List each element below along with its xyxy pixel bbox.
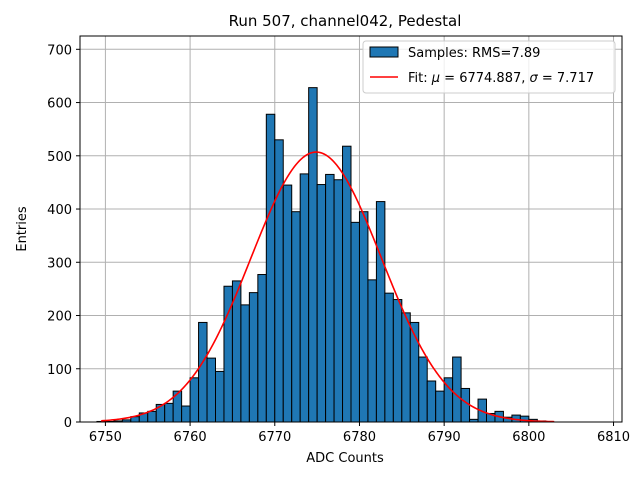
- y-axis-ticks: 0 100 200 300 400 500 600 700: [47, 43, 80, 431]
- histogram-bar: [375, 201, 386, 423]
- x-axis-ticks: 6750 6760 6770 6780 6790 6800 6810: [89, 422, 630, 445]
- histogram-bar: [409, 321, 420, 423]
- histogram-bar: [206, 357, 216, 423]
- histogram-bar: [198, 321, 208, 423]
- y-tick-label: 500: [47, 150, 72, 165]
- y-tick-label: 100: [47, 363, 72, 378]
- legend-fit-mu-symbol: μ: [431, 71, 440, 86]
- x-tick-label: 6750: [89, 430, 122, 445]
- histogram-bar: [274, 139, 284, 423]
- histogram-bar: [367, 279, 377, 423]
- histogram-bar: [189, 377, 200, 423]
- x-tick-label: 6760: [174, 430, 207, 445]
- histogram-bar: [257, 274, 267, 423]
- histogram-bar: [299, 173, 310, 423]
- histogram-bar: [342, 145, 352, 423]
- histogram-bar: [291, 211, 301, 423]
- histogram-bar: [401, 312, 411, 423]
- y-tick-label: 200: [47, 310, 72, 325]
- histogram-bar: [350, 221, 360, 423]
- x-tick-label: 6780: [343, 430, 376, 445]
- gaussian-fit-curve: [101, 151, 555, 423]
- y-axis-label: Entries: [15, 206, 30, 252]
- x-tick-label: 6810: [597, 430, 630, 445]
- legend-fit-label: Fit: μ = 6774.887, σ = 7.717: [408, 71, 594, 86]
- chart-title: Run 507, channel042, Pedestal: [229, 12, 462, 30]
- legend-histogram-swatch: [369, 46, 399, 58]
- histogram-bar: [181, 405, 191, 423]
- y-tick-label: 0: [64, 416, 72, 431]
- histogram-bar: [333, 179, 344, 423]
- histogram-bar: [248, 292, 259, 423]
- histogram-bar: [384, 292, 394, 423]
- y-tick-label: 700: [47, 43, 72, 58]
- histogram-bar: [358, 211, 369, 423]
- histogram-bar: [418, 356, 428, 423]
- x-tick-label: 6800: [512, 430, 545, 445]
- legend-histogram-label: Samples: RMS=7.89: [408, 46, 540, 61]
- histogram-bar: [435, 390, 445, 423]
- histogram-bar: [392, 299, 403, 423]
- legend-fit-sigma-symbol: σ: [530, 71, 539, 86]
- x-axis-label: ADC Counts: [306, 451, 384, 466]
- y-tick-label: 600: [47, 97, 72, 112]
- y-tick-label: 300: [47, 256, 72, 271]
- histogram-bar: [460, 387, 471, 423]
- x-tick-label: 6770: [258, 430, 291, 445]
- x-tick-label: 6790: [428, 430, 461, 445]
- legend-fit-mu-value: = 6774.887,: [440, 71, 529, 86]
- histogram-bar: [426, 380, 437, 423]
- legend: Samples: RMS=7.89 Fit: μ = 6774.887, σ =…: [362, 40, 616, 94]
- histogram-bar: [308, 87, 318, 423]
- histogram-bar: [325, 173, 335, 423]
- axes-frame: [79, 35, 623, 423]
- legend-box: [362, 40, 616, 94]
- histogram-bar: [316, 184, 327, 423]
- histogram-bar: [147, 410, 157, 423]
- histogram-bar: [265, 113, 276, 423]
- histogram-bar: [240, 304, 250, 423]
- histogram-bar: [164, 402, 174, 423]
- histogram-bar: [452, 356, 462, 423]
- histogram-bar: [215, 370, 225, 423]
- legend-fit-sigma-value: = 7.717: [538, 71, 594, 86]
- legend-fit-prefix: Fit:: [408, 71, 432, 86]
- y-tick-label: 400: [47, 203, 72, 218]
- histogram-bar: [282, 184, 293, 423]
